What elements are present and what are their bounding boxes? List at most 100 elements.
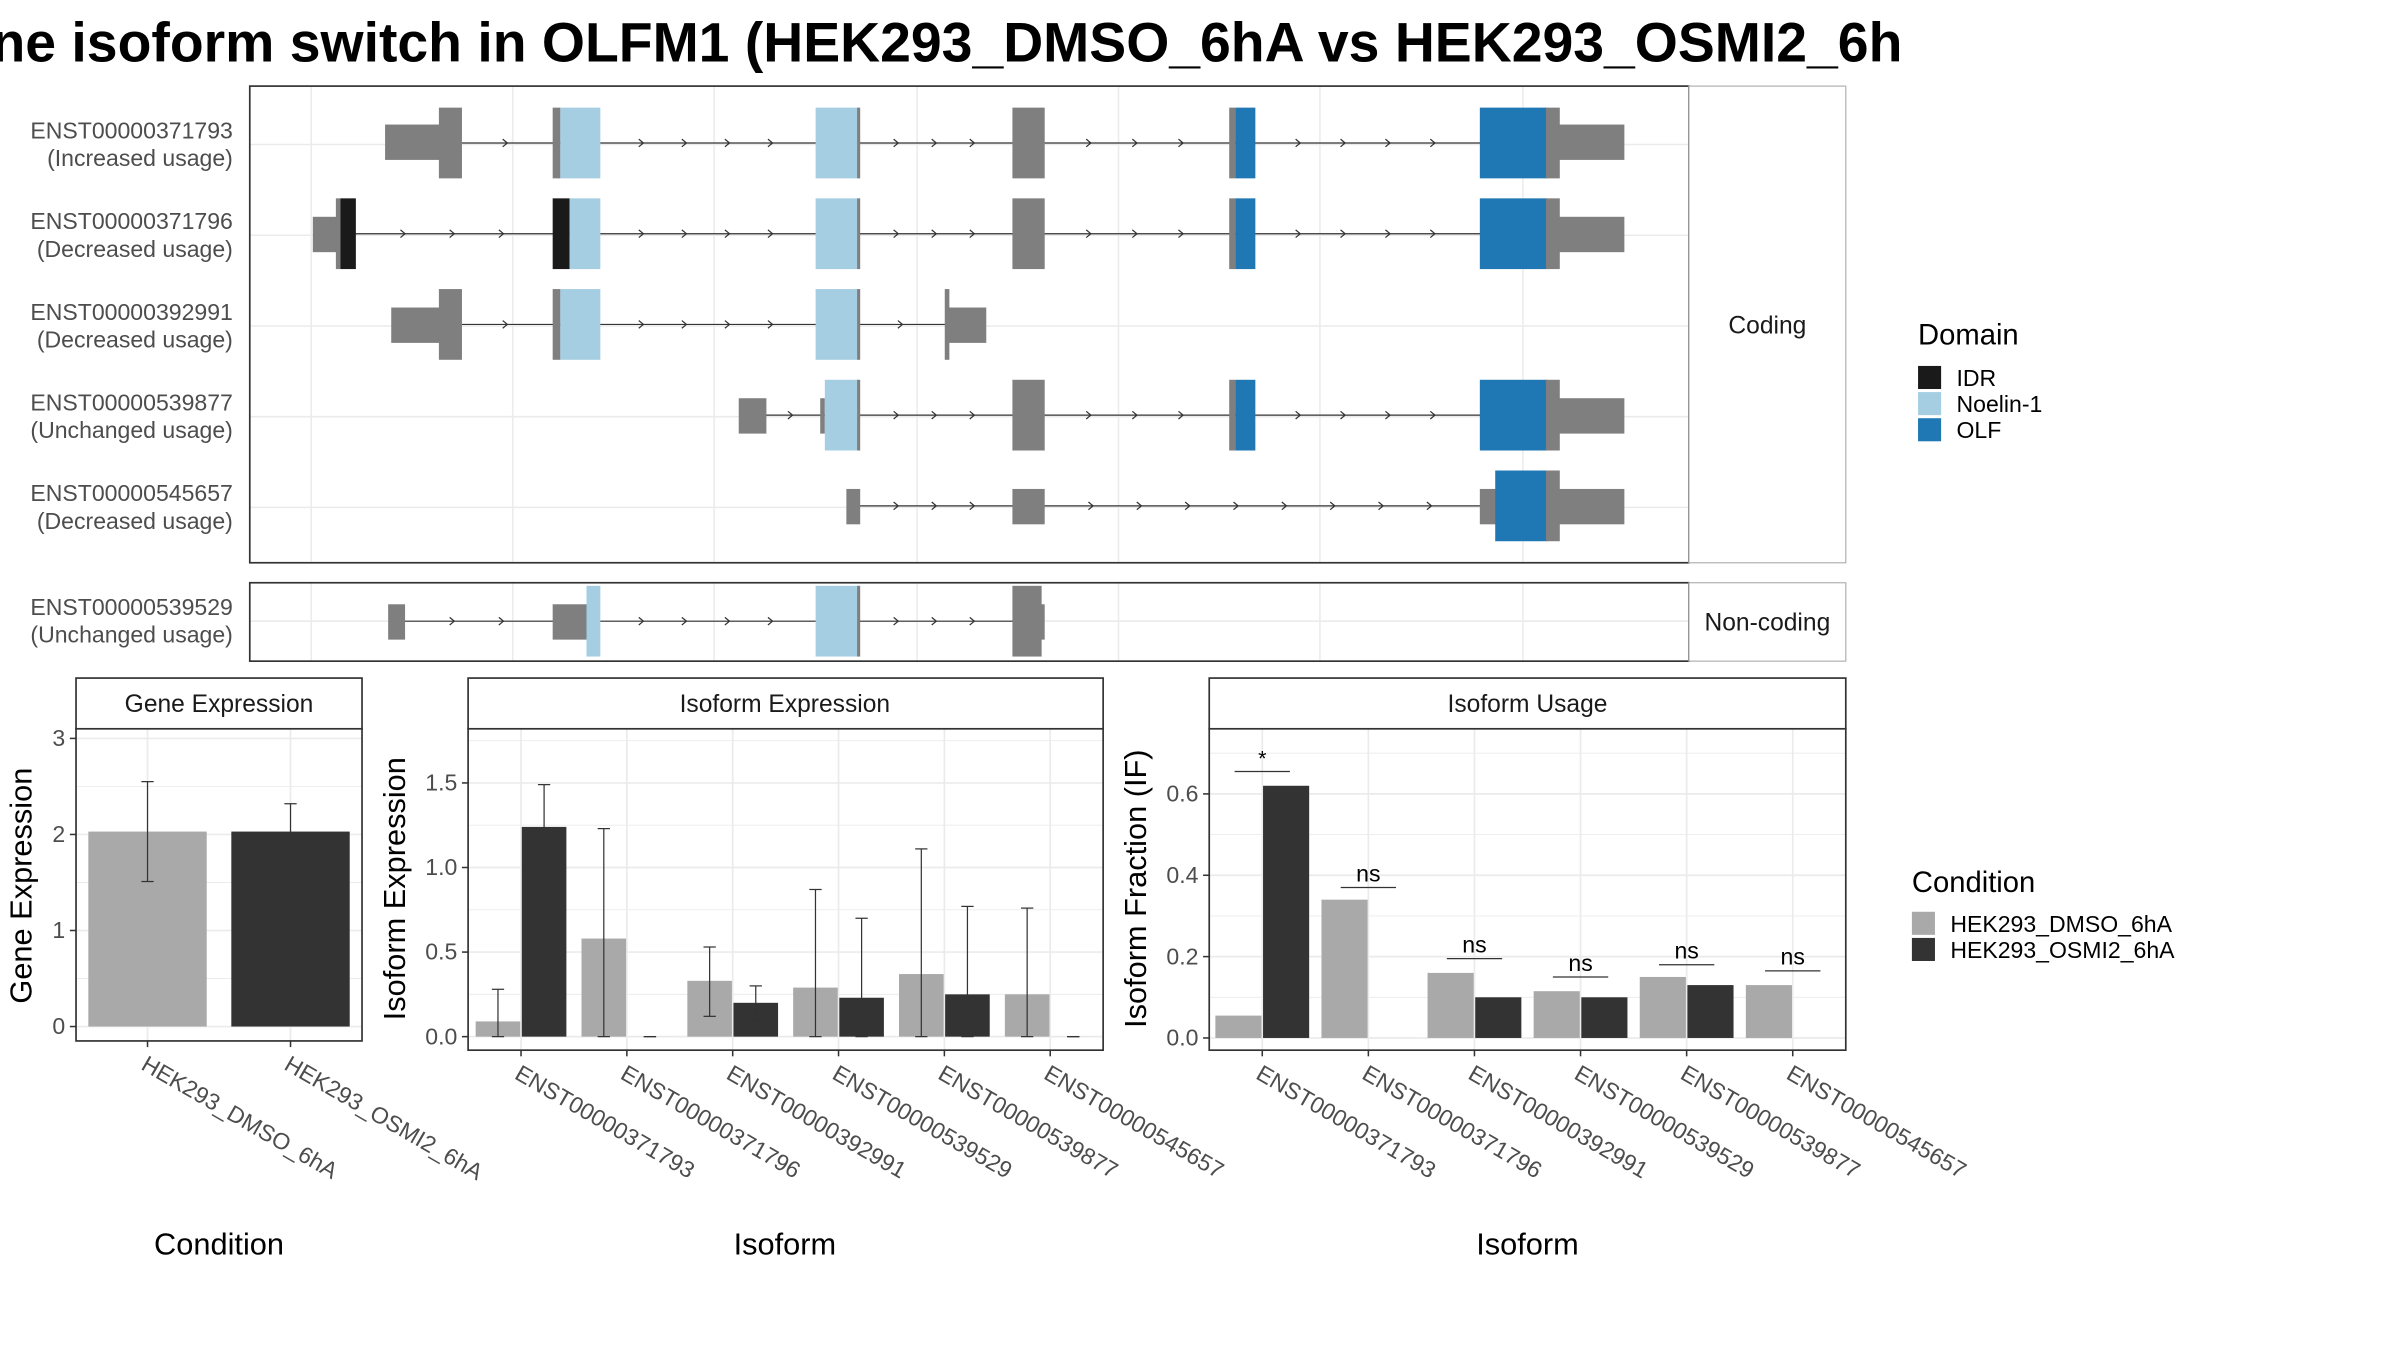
intron-arrow [1340, 410, 1347, 420]
intron-arrow [1385, 410, 1392, 420]
intron-arrow [1378, 501, 1385, 511]
transcript-id-label: ENST00000539877 [30, 390, 232, 416]
utr-exon [738, 398, 767, 434]
transcript-usage-label: (Decreased usage) [37, 508, 233, 534]
intron-arrow [638, 616, 645, 626]
strip-isoform-expression [467, 677, 1104, 730]
bar [1687, 985, 1734, 1038]
utr-exon [385, 124, 441, 160]
condition-legend-title: Condition [1912, 867, 2035, 899]
intron-arrow [1340, 138, 1347, 148]
intron-arrow [1385, 138, 1392, 148]
intron-arrow [1085, 229, 1092, 239]
domain-noelin-1 [569, 198, 601, 270]
domain-idr [552, 198, 570, 270]
coding-exon [1012, 198, 1045, 270]
x-tick-label: ENST00000539877 [934, 1060, 1122, 1184]
structure-coding-panel [248, 85, 1690, 564]
x-tick-label: ENST00000392991 [723, 1060, 911, 1184]
intron-arrow [449, 616, 456, 626]
intron-arrow [724, 616, 731, 626]
domain-noelin-1 [815, 198, 859, 270]
intron-arrow [931, 138, 938, 148]
intron-arrow [969, 410, 976, 420]
isoform-expression-panel-border [467, 727, 1104, 1052]
y-tick-label: 1.0 [425, 854, 457, 880]
isoform-usage-chart: Isoform Usage * ns ns ns ns ns 0.0 0.2 0.4 0.6 EN… [1118, 677, 1971, 1262]
isoform-expression-chart: Isoform Expression 0.0 0.5 1.0 1.5 ENST00000… [377, 677, 1228, 1262]
coding-exon [857, 289, 861, 360]
bar [1427, 972, 1474, 1038]
transcript-track-4 [738, 379, 1625, 451]
intron-arrow [1178, 410, 1185, 420]
utr-exon [391, 307, 441, 343]
strip-isoform-usage [1208, 677, 1847, 730]
coding-exon [1012, 107, 1045, 179]
gene-expression-ylabel: Gene Expression [3, 768, 38, 1004]
utr-exon [1558, 216, 1625, 253]
coding-exon [552, 289, 561, 360]
chart-title-gene-expression: Gene Expression [125, 691, 314, 718]
legend-label-dmso: HEK293_DMSO_6hA [1950, 911, 2172, 937]
intron-arrow [1136, 501, 1143, 511]
coding-exon [438, 289, 462, 360]
coding-exon [335, 198, 341, 270]
intron-arrow [893, 501, 900, 511]
isoform-usage-xlabel: Isoform [1476, 1227, 1579, 1262]
isoform-expression-xlabel: Isoform [734, 1227, 837, 1262]
domain-olf [1235, 379, 1256, 451]
intron-arrow [1233, 501, 1240, 511]
domain-idr [340, 198, 356, 270]
transcript-labels: ENST00000371793 (Increased usage) ENST00… [30, 117, 232, 647]
panel-background [1209, 728, 1846, 1051]
coding-exon [857, 585, 861, 657]
structure-noncoding-panel [248, 581, 1690, 663]
isoform-expression-marks [475, 784, 1096, 1038]
intron-arrow [1131, 410, 1138, 420]
intron-arrow [724, 138, 731, 148]
intron-arrow [931, 410, 938, 420]
intron-arrow [681, 616, 688, 626]
chart-title-isoform-expression: Isoform Expression [680, 691, 890, 718]
coding-exon [857, 379, 861, 451]
coding-exon [1229, 198, 1236, 270]
coding-exon [857, 198, 861, 270]
y-tick-label: 0 [52, 1013, 65, 1039]
intron-arrow [1085, 410, 1092, 420]
transcript-usage-label: (Unchanged usage) [30, 622, 232, 648]
domain-noelin-1 [824, 379, 859, 451]
bar [1321, 899, 1368, 1038]
intron-arrow [1429, 229, 1436, 239]
intron-arrow [681, 138, 688, 148]
intron-arrow [1281, 501, 1288, 511]
intron-arrow [787, 410, 794, 420]
coding-exon [1012, 379, 1045, 451]
transcript-usage-label: (Decreased usage) [37, 236, 233, 262]
legend-label-idr: IDR [1956, 365, 1996, 391]
condition-legend: Condition HEK293_DMSO_6hA HEK293_OSMI2_6… [1911, 867, 2175, 963]
utr-exon [1558, 398, 1625, 434]
y-tick-label: 0.2 [1166, 943, 1198, 969]
utr-exon [820, 398, 825, 434]
y-tick-label: 0.0 [425, 1023, 457, 1049]
intron-arrow [767, 138, 774, 148]
intron-arrow [931, 616, 938, 626]
intron-arrow [681, 229, 688, 239]
intron-arrow [1295, 138, 1302, 148]
transcript-usage-label: (Unchanged usage) [30, 417, 232, 443]
intron-arrow [449, 229, 456, 239]
domain-olf [1479, 107, 1548, 179]
coding-exon [438, 107, 462, 179]
x-tick-label: ENST00000371793 [511, 1060, 699, 1184]
intron-arrow [1131, 138, 1138, 148]
domain-noelin-1 [560, 107, 601, 179]
intron-arrow [502, 138, 509, 148]
intron-arrow [1184, 501, 1191, 511]
coding-exon [1545, 198, 1560, 270]
intron-arrow [897, 320, 904, 329]
intron-arrow [1178, 229, 1185, 239]
utr-exon [1040, 604, 1045, 640]
chart-title-isoform-usage: Isoform Usage [1448, 691, 1608, 718]
isoform-expression-ylabel: Isoform Expression [377, 757, 412, 1020]
bar [1263, 785, 1310, 1038]
